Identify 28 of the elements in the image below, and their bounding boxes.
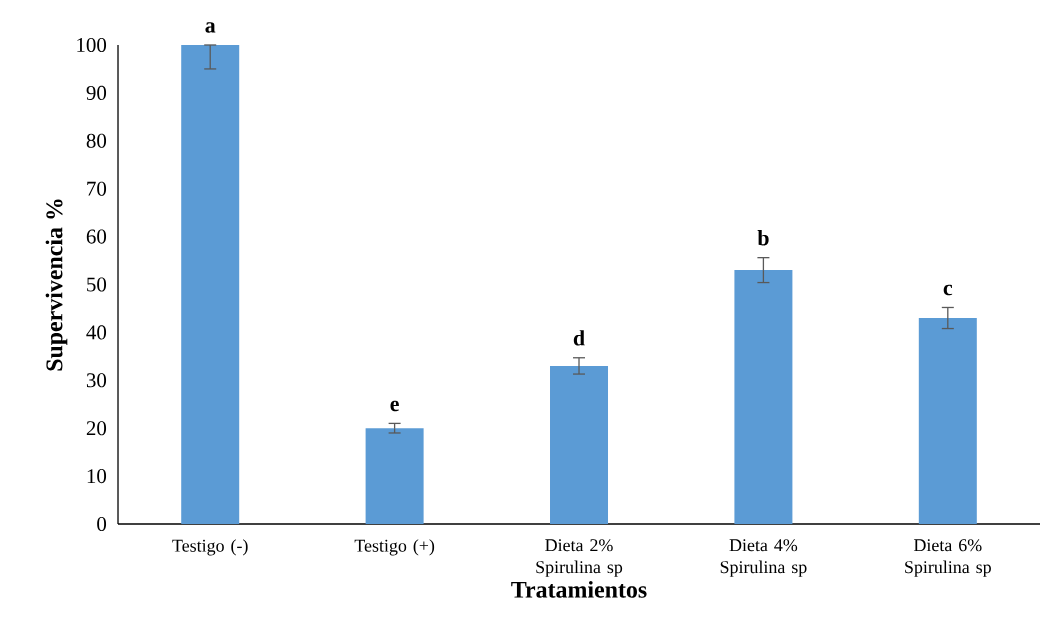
annotation: b (757, 230, 769, 246)
bar (918, 318, 977, 524)
y-tick-label: 70 (87, 181, 107, 196)
x-tick-label: Testigo (-) (172, 539, 248, 556)
bar (181, 44, 240, 524)
x-tick-label: Dieta 4% Spirulina sp (720, 539, 807, 577)
y-tick-label: 20 (86, 421, 107, 436)
x-tick-label: Dieta 6% Spirulina sp (905, 539, 991, 577)
y-tick-label: 50 (87, 277, 107, 292)
x-axis-title: Tratamientos (511, 580, 647, 598)
y-tick-label: 90 (86, 85, 107, 100)
y-tick-label: 80 (86, 133, 107, 148)
x-tick-label: Testigo (+) (354, 539, 435, 556)
y-tick-label: 10 (87, 469, 107, 484)
y-axis-title: Supervivencia % (45, 199, 68, 371)
bar (365, 428, 424, 524)
annotation: d (573, 330, 585, 346)
annotation: a (205, 22, 216, 33)
y-tick-label: 30 (86, 373, 107, 388)
y-tick-label: 100 (77, 37, 107, 53)
y-tick-label: 40 (86, 325, 107, 340)
annotation: c (943, 284, 953, 296)
x-tick-label: Dieta 2% Spirulina sp (536, 539, 623, 577)
y-tick-label: 60 (86, 229, 107, 244)
bar (550, 365, 609, 524)
annotation: e (390, 400, 399, 412)
bar (734, 270, 793, 524)
y-tick-label: 0 (97, 516, 107, 532)
